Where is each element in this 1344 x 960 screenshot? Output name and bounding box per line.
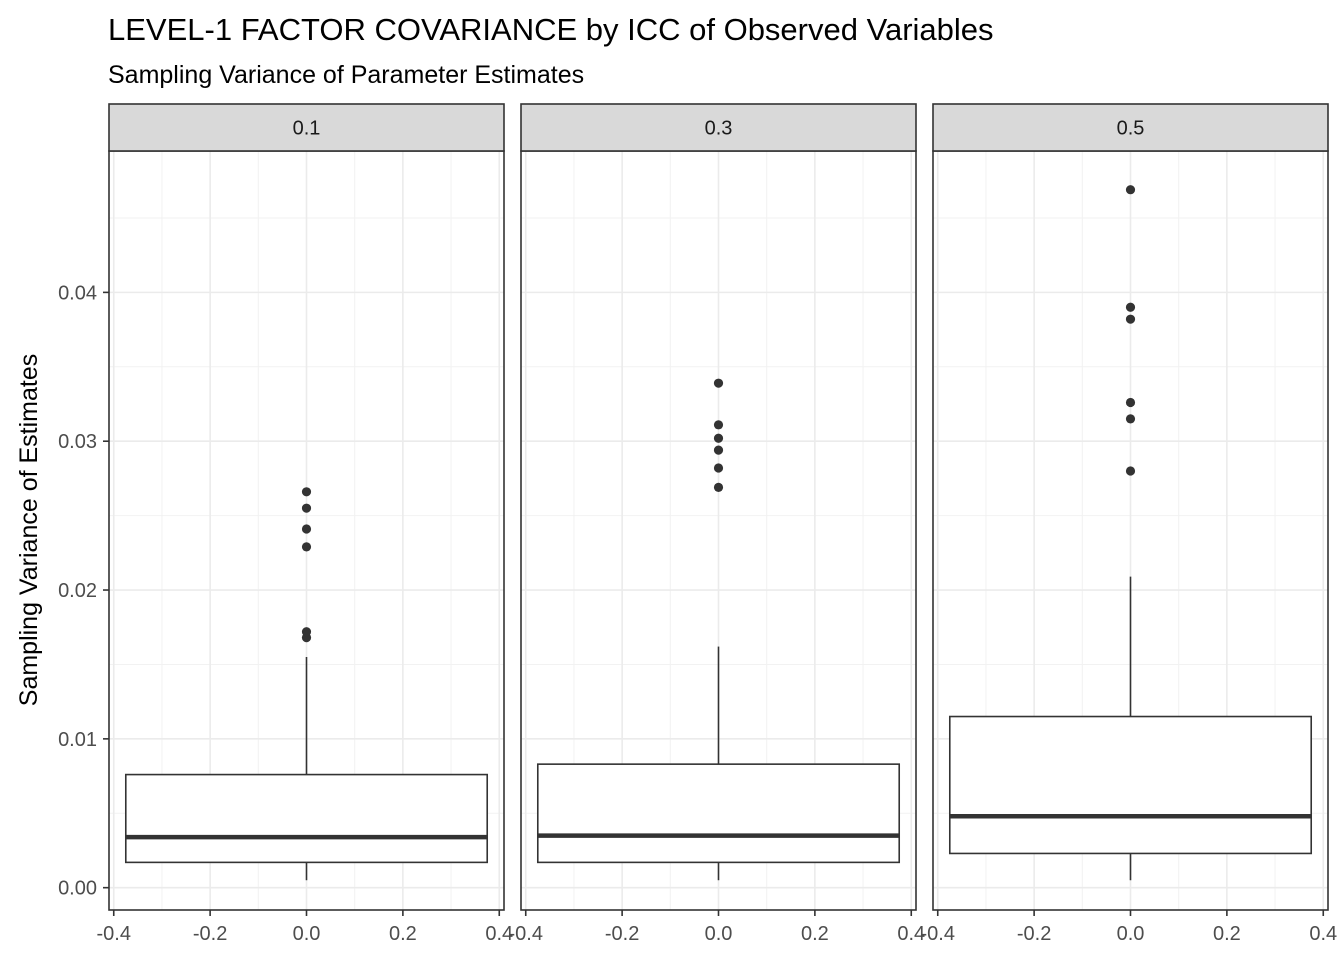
chart-title: LEVEL-1 FACTOR COVARIANCE by ICC of Obse… <box>108 12 994 47</box>
outlier-point <box>1125 314 1136 324</box>
x-tick-label: 0.2 <box>389 923 417 945</box>
outlier-point <box>713 463 724 473</box>
y-tick-label: 0.00 <box>58 878 97 900</box>
facet-strip <box>932 103 1329 152</box>
facet-strip <box>520 103 917 152</box>
x-tick-label: 0.2 <box>801 923 829 945</box>
y-axis-label: Sampling Variance of Estimates <box>15 354 43 706</box>
y-tick-label: 0.03 <box>58 431 97 453</box>
facet-panel-0.5: 0.5 -0.4 -0.2 0.0 0.2 0.4 <box>921 103 1337 945</box>
outlier-point <box>1125 466 1136 476</box>
box-iqr <box>124 773 489 864</box>
outlier-point <box>1125 414 1136 424</box>
x-tick-label: 0.4 <box>1309 923 1337 945</box>
x-tick-label: 0.2 <box>1213 923 1241 945</box>
outlier-point <box>713 420 724 430</box>
x-tick-label: 0.4 <box>897 923 925 945</box>
outlier-point <box>301 524 312 534</box>
x-tick-label: 0.0 <box>1117 923 1145 945</box>
x-tick-label: -0.2 <box>193 923 227 945</box>
x-tick-label: -0.2 <box>1017 923 1051 945</box>
outlier-point <box>713 378 724 388</box>
y-tick-label: 0.01 <box>58 729 97 751</box>
outlier-point <box>713 445 724 455</box>
x-tick-label: -0.4 <box>509 923 543 945</box>
x-tick-label: 0.0 <box>293 923 321 945</box>
facet-strip-label: 0.1 <box>293 118 321 140</box>
outlier-point <box>301 627 312 637</box>
outlier-point <box>713 433 724 443</box>
x-tick-label: -0.4 <box>921 923 955 945</box>
y-tick-label: 0.02 <box>58 580 97 602</box>
box-iqr <box>536 763 901 864</box>
y-tick-label: 0.04 <box>58 282 97 304</box>
outlier-point <box>1125 302 1136 312</box>
facet-strip-label: 0.5 <box>1117 118 1145 140</box>
x-tick-label: -0.4 <box>97 923 131 945</box>
x-tick-label: -0.2 <box>605 923 639 945</box>
x-tick-label: 0.4 <box>485 923 513 945</box>
chart-subtitle: Sampling Variance of Parameter Estimates <box>108 61 584 89</box>
facet-strip-label: 0.3 <box>705 118 733 140</box>
facets-group: 0.1 -0.4 -0.2 0.0 0.2 0.4 0.3 -0.4 -0.2 0.0 0.2 0.4… <box>58 103 1337 945</box>
outlier-point <box>301 542 312 552</box>
outlier-point <box>301 503 312 513</box>
outlier-point <box>1125 397 1136 408</box>
outlier-point <box>713 482 724 492</box>
outlier-point <box>1125 185 1136 195</box>
facet-panel-0.3: 0.3 -0.4 -0.2 0.0 0.2 0.4 <box>509 103 925 945</box>
box-iqr <box>948 715 1313 855</box>
outlier-point <box>301 487 312 497</box>
facet-strip <box>108 103 505 152</box>
facet-panel-0.1: 0.1 -0.4 -0.2 0.0 0.2 0.4 <box>97 103 513 945</box>
x-tick-label: 0.0 <box>705 923 733 945</box>
